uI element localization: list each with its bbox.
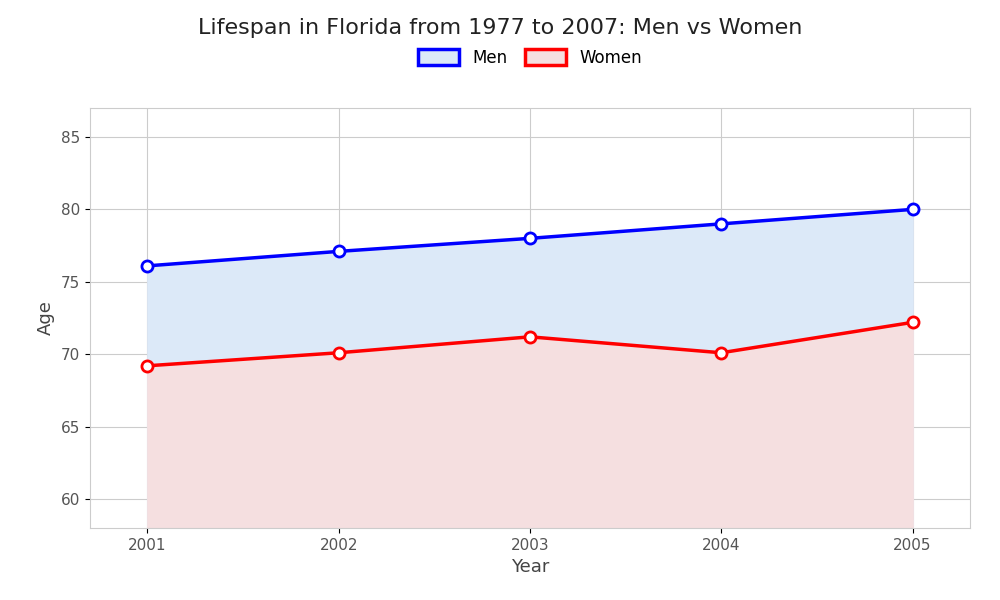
Y-axis label: Age: Age [37,301,55,335]
X-axis label: Year: Year [511,558,549,576]
Text: Lifespan in Florida from 1977 to 2007: Men vs Women: Lifespan in Florida from 1977 to 2007: M… [198,18,802,38]
Legend: Men, Women: Men, Women [409,41,651,76]
